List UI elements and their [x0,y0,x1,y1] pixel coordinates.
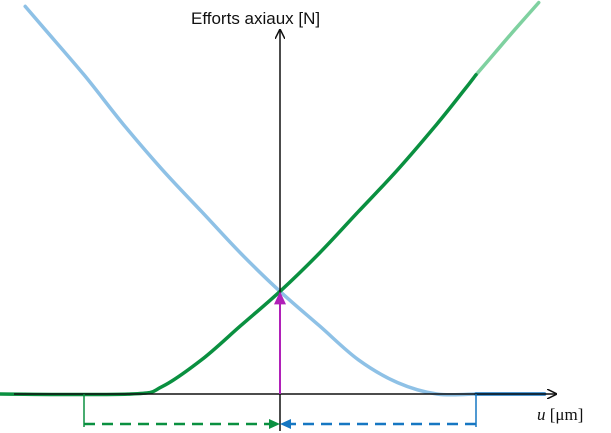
x-axis-label: u [μm] [537,405,583,424]
x-axis-unit: [μm] [546,405,584,424]
series-light-blue-line [23,4,478,397]
green-dashed-arrow-head [269,419,280,429]
series-green-line [0,73,478,397]
magenta-force-arrow-head [274,291,286,305]
x-axis-variable: u [537,405,546,424]
blue-dashed-arrow-head [280,419,291,429]
y-axis-label: Efforts axiaux [N] [191,9,320,28]
series-green-line-faded [474,0,541,77]
